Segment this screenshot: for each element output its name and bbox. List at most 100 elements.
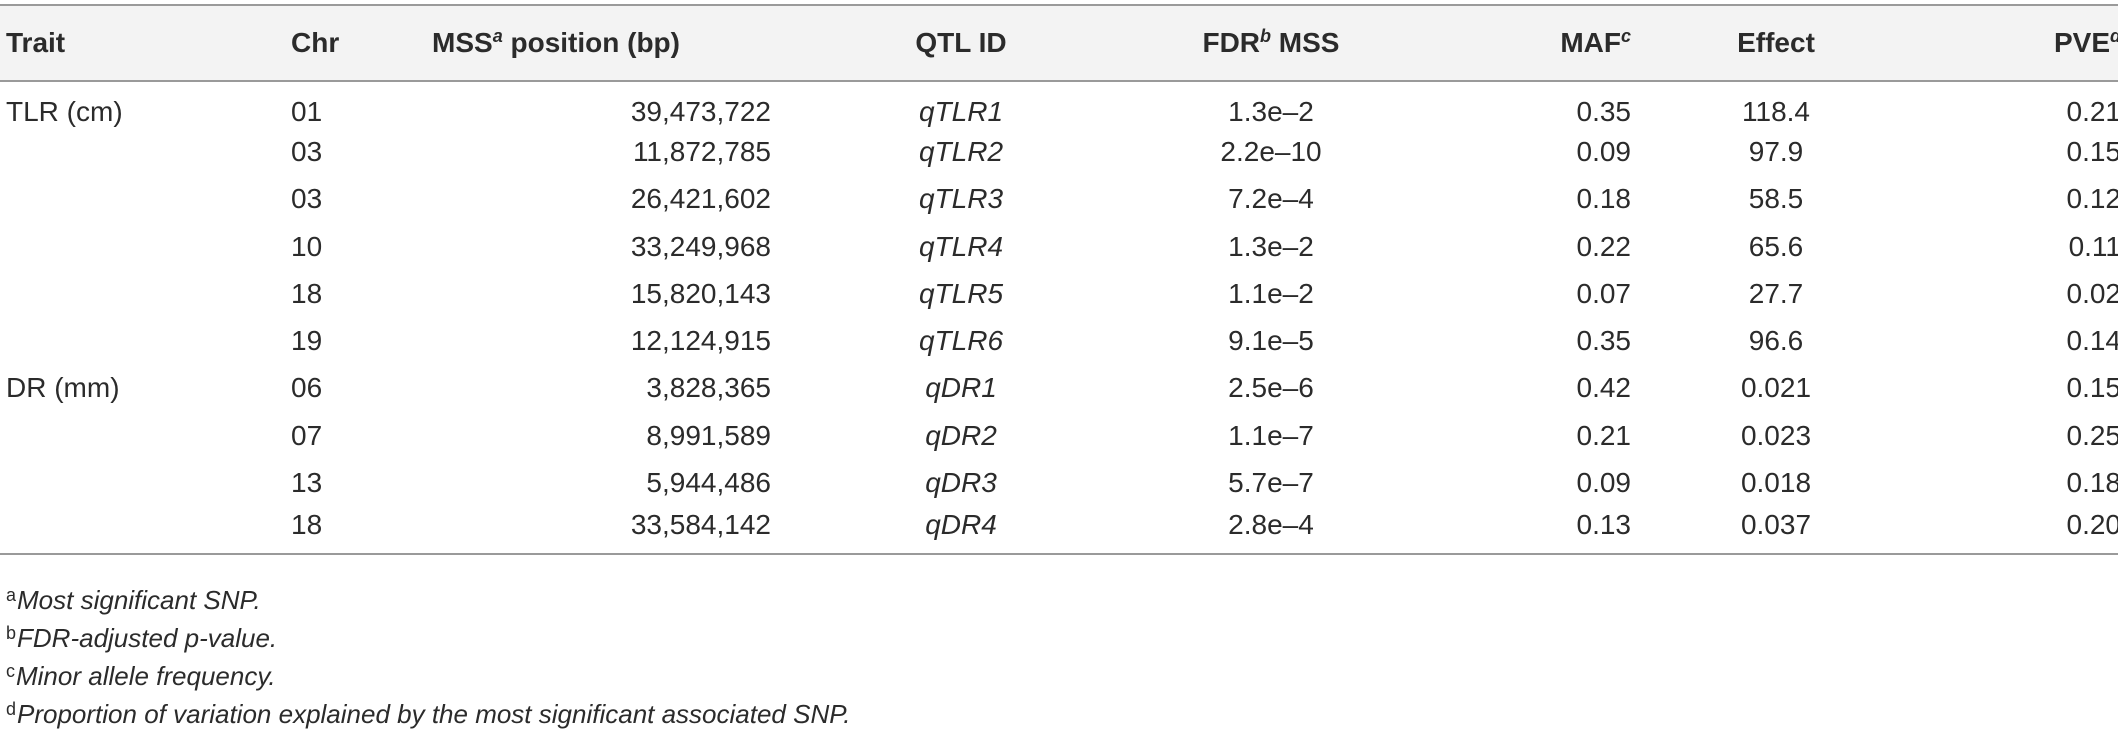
cell-fdr: 5.7e–7 xyxy=(1228,467,1314,499)
cell-qtl-id: qDR1 xyxy=(925,372,997,404)
table-row: 10 33,249,968 qTLR4 1.3e–2 0.22 65.6 0.11 xyxy=(0,223,2118,270)
cell-effect: 118.4 xyxy=(1742,96,1810,128)
qtl-table: Trait Chr MSSa position (bp) QTL ID FDRb… xyxy=(0,4,2118,555)
cell-maf: 0.35 xyxy=(1576,325,1632,357)
cell-maf: 0.42 xyxy=(1576,372,1632,404)
cell-trait xyxy=(0,459,291,506)
table-row: 18 15,820,143 qTLR5 1.1e–2 0.07 27.7 0.02 xyxy=(0,270,2118,317)
cell-qtl-id: qTLR4 xyxy=(918,230,1004,262)
cell-trait xyxy=(0,270,291,317)
cell-chr: 03 xyxy=(291,183,323,215)
cell-trait xyxy=(0,412,291,459)
header-maf-footnote-mark: c xyxy=(1620,26,1631,46)
cell-mss-position: 12,124,915 xyxy=(630,325,771,357)
cell-mss-position: 33,249,968 xyxy=(630,230,771,262)
cell-chr: 01 xyxy=(291,96,323,128)
header-trait: Trait xyxy=(6,27,66,58)
cell-effect: 0.018 xyxy=(1740,467,1812,499)
cell-effect: 97.9 xyxy=(1748,135,1804,167)
cell-trait: TLR (cm) xyxy=(6,96,123,128)
header-fdr-prefix: FDR xyxy=(1202,27,1261,58)
footnote: dProportion of variation explained by th… xyxy=(6,690,851,729)
qtl-table-container: Trait Chr MSSa position (bp) QTL ID FDRb… xyxy=(0,4,2118,555)
header-fdr-mss: FDRb MSS xyxy=(1151,5,1391,81)
footnote-mark: d xyxy=(6,699,17,719)
cell-qtl-id: qTLR5 xyxy=(918,277,1004,309)
cell-maf: 0.09 xyxy=(1576,135,1632,167)
cell-pve: 0.25 xyxy=(2066,419,2118,451)
cell-maf: 0.07 xyxy=(1576,277,1632,309)
cell-fdr: 2.5e–6 xyxy=(1228,372,1314,404)
cell-mss-position: 26,421,602 xyxy=(630,183,771,215)
table-row: TLR (cm) 01 39,473,722 qTLR1 1.3e–2 0.35 118.4… xyxy=(0,81,2118,128)
cell-pve: 0.15 xyxy=(2066,372,2118,404)
cell-maf: 0.22 xyxy=(1576,230,1632,262)
cell-fdr: 1.3e–2 xyxy=(1228,230,1314,262)
cell-pve: 0.15 xyxy=(2066,135,2118,167)
table-row: 03 11,872,785 qTLR2 2.2e–10 0.09 97.9 0.15 xyxy=(0,128,2118,175)
footnote-text: Minor allele frequency. xyxy=(16,661,276,691)
cell-maf: 0.35 xyxy=(1576,96,1632,128)
cell-chr: 06 xyxy=(291,372,323,404)
footnote-text: FDR-adjusted p-value. xyxy=(17,623,278,653)
cell-qtl-id: qTLR2 xyxy=(918,135,1004,167)
cell-maf: 0.09 xyxy=(1576,467,1632,499)
header-chr: Chr xyxy=(291,27,340,58)
cell-pve: 0.12 xyxy=(2066,183,2118,215)
cell-fdr: 9.1e–5 xyxy=(1228,325,1314,357)
cell-chr: 03 xyxy=(291,135,323,167)
table-footnotes: aMost significant SNP. bFDR-adjusted p-va… xyxy=(6,576,851,729)
cell-trait xyxy=(0,507,291,554)
table-row: 19 12,124,915 qTLR6 9.1e–5 0.35 96.6 0.14 xyxy=(0,317,2118,364)
footnote-text: Proportion of variation explained by the… xyxy=(17,699,851,729)
cell-qtl-id: qDR3 xyxy=(925,467,997,499)
cell-qtl-id: qTLR6 xyxy=(918,325,1004,357)
table-row: 18 33,584,142 qDR4 2.8e–4 0.13 0.037 0.20 xyxy=(0,507,2118,554)
footnote-text: Most significant SNP. xyxy=(17,585,261,615)
cell-chr: 19 xyxy=(291,325,323,357)
cell-chr: 13 xyxy=(291,467,323,499)
footnote-mark: a xyxy=(6,585,17,605)
cell-pve: 0.21 xyxy=(2066,96,2118,128)
table-row: 07 8,991,589 qDR2 1.1e–7 0.21 0.023 0.25 xyxy=(0,412,2118,459)
cell-mss-position: 33,584,142 xyxy=(630,508,771,540)
table-row: 13 5,944,486 qDR3 5.7e–7 0.09 0.018 0.18 xyxy=(0,459,2118,506)
cell-fdr: 1.1e–2 xyxy=(1228,277,1314,309)
header-pve-prefix: PVE xyxy=(2053,27,2110,58)
table-row: DR (mm) 06 3,828,365 qDR1 2.5e–6 0.42 0.021 0.1… xyxy=(0,365,2118,412)
cell-trait: DR (mm) xyxy=(6,372,120,404)
header-mss-suffix: position (bp) xyxy=(502,27,680,58)
cell-maf: 0.13 xyxy=(1576,508,1632,540)
footnote: aMost significant SNP. xyxy=(6,576,850,615)
cell-trait xyxy=(0,223,291,270)
cell-mss-position: 11,872,785 xyxy=(632,135,771,167)
header-mss-footnote-mark: a xyxy=(492,26,503,46)
cell-fdr: 1.1e–7 xyxy=(1228,419,1314,451)
cell-effect: 0.021 xyxy=(1740,372,1812,404)
cell-qtl-id: qTLR3 xyxy=(918,183,1004,215)
cell-pve: 0.02 xyxy=(2066,277,2118,309)
cell-effect: 0.037 xyxy=(1740,508,1812,540)
header-fdr-footnote-mark: b xyxy=(1260,26,1272,46)
footnote: cMinor allele frequency. xyxy=(6,652,850,691)
cell-effect: 27.7 xyxy=(1748,277,1804,309)
header-pve-footnote-mark: d xyxy=(2110,26,2118,46)
cell-chr: 10 xyxy=(291,230,323,262)
cell-chr: 18 xyxy=(291,508,323,540)
cell-qtl-id: qDR4 xyxy=(925,508,997,540)
header-pve: PVEd xyxy=(1921,5,2118,81)
header-qtl-id: QTL ID xyxy=(915,27,1007,58)
table-body: TLR (cm) 01 39,473,722 qTLR1 1.3e–2 0.35 118.4… xyxy=(0,81,2118,554)
cell-pve: 0.14 xyxy=(2066,325,2118,357)
footnote-mark: c xyxy=(6,661,15,681)
cell-pve: 0.11 xyxy=(2068,230,2118,262)
cell-chr: 07 xyxy=(291,419,323,451)
cell-effect: 58.5 xyxy=(1748,183,1804,215)
header-maf: MAFc xyxy=(1391,5,1631,81)
cell-qtl-id: qDR2 xyxy=(925,419,997,451)
cell-effect: 96.6 xyxy=(1748,325,1804,357)
cell-fdr: 2.8e–4 xyxy=(1228,508,1314,540)
header-mss-prefix: MSS xyxy=(432,27,493,58)
cell-qtl-id: qTLR1 xyxy=(918,96,1004,128)
cell-fdr: 7.2e–4 xyxy=(1228,183,1314,215)
